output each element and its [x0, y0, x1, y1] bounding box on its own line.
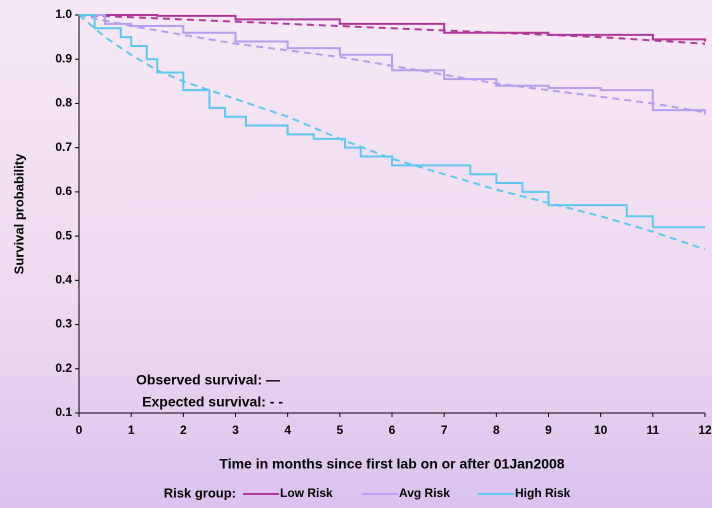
legend-label: Low Risk — [280, 486, 333, 500]
y-tick-label: 0.6 — [55, 184, 72, 198]
legend-label: Avg Risk — [399, 486, 450, 500]
y-tick-label: 0.9 — [55, 51, 72, 65]
x-tick-label: 7 — [441, 423, 448, 437]
observed-line — [79, 14, 706, 42]
y-tick-label: 0.5 — [55, 228, 72, 242]
expected-line — [78, 14, 706, 45]
x-tick-label: 3 — [232, 423, 239, 437]
x-tick-label: 9 — [545, 423, 552, 437]
x-tick-label: 5 — [336, 423, 343, 437]
x-tick-label: 4 — [284, 423, 291, 437]
y-tick-label: 0.1 — [55, 405, 72, 419]
annotation: Observed survival: — — [136, 372, 280, 388]
y-tick-label: 0.3 — [55, 317, 72, 331]
x-tick-label: 1 — [128, 423, 135, 437]
observed-line — [79, 14, 705, 229]
x-tick-label: 11 — [646, 423, 659, 437]
y-tick-label: 0.2 — [55, 361, 72, 375]
observed-line — [79, 14, 706, 115]
y-tick-label: 0.8 — [55, 96, 72, 110]
y-tick-label: 0.4 — [55, 273, 72, 287]
annotation: Expected survival: - - — [142, 394, 283, 410]
legend-label: High Risk — [515, 486, 571, 500]
x-tick-label: 12 — [698, 423, 712, 437]
y-axis-label: Survival probability — [11, 153, 26, 274]
x-tick-label: 6 — [389, 423, 396, 437]
x-tick-label: 8 — [493, 423, 500, 437]
x-tick-label: 0 — [76, 423, 83, 437]
x-tick-label: 10 — [594, 423, 608, 437]
y-tick-label: 1.0 — [55, 7, 72, 21]
x-axis-label: Time in months since first lab on or aft… — [219, 456, 564, 472]
legend-title: Risk group: — [164, 485, 236, 500]
x-tick-label: 2 — [180, 423, 187, 437]
y-tick-label: 0.7 — [55, 140, 72, 154]
